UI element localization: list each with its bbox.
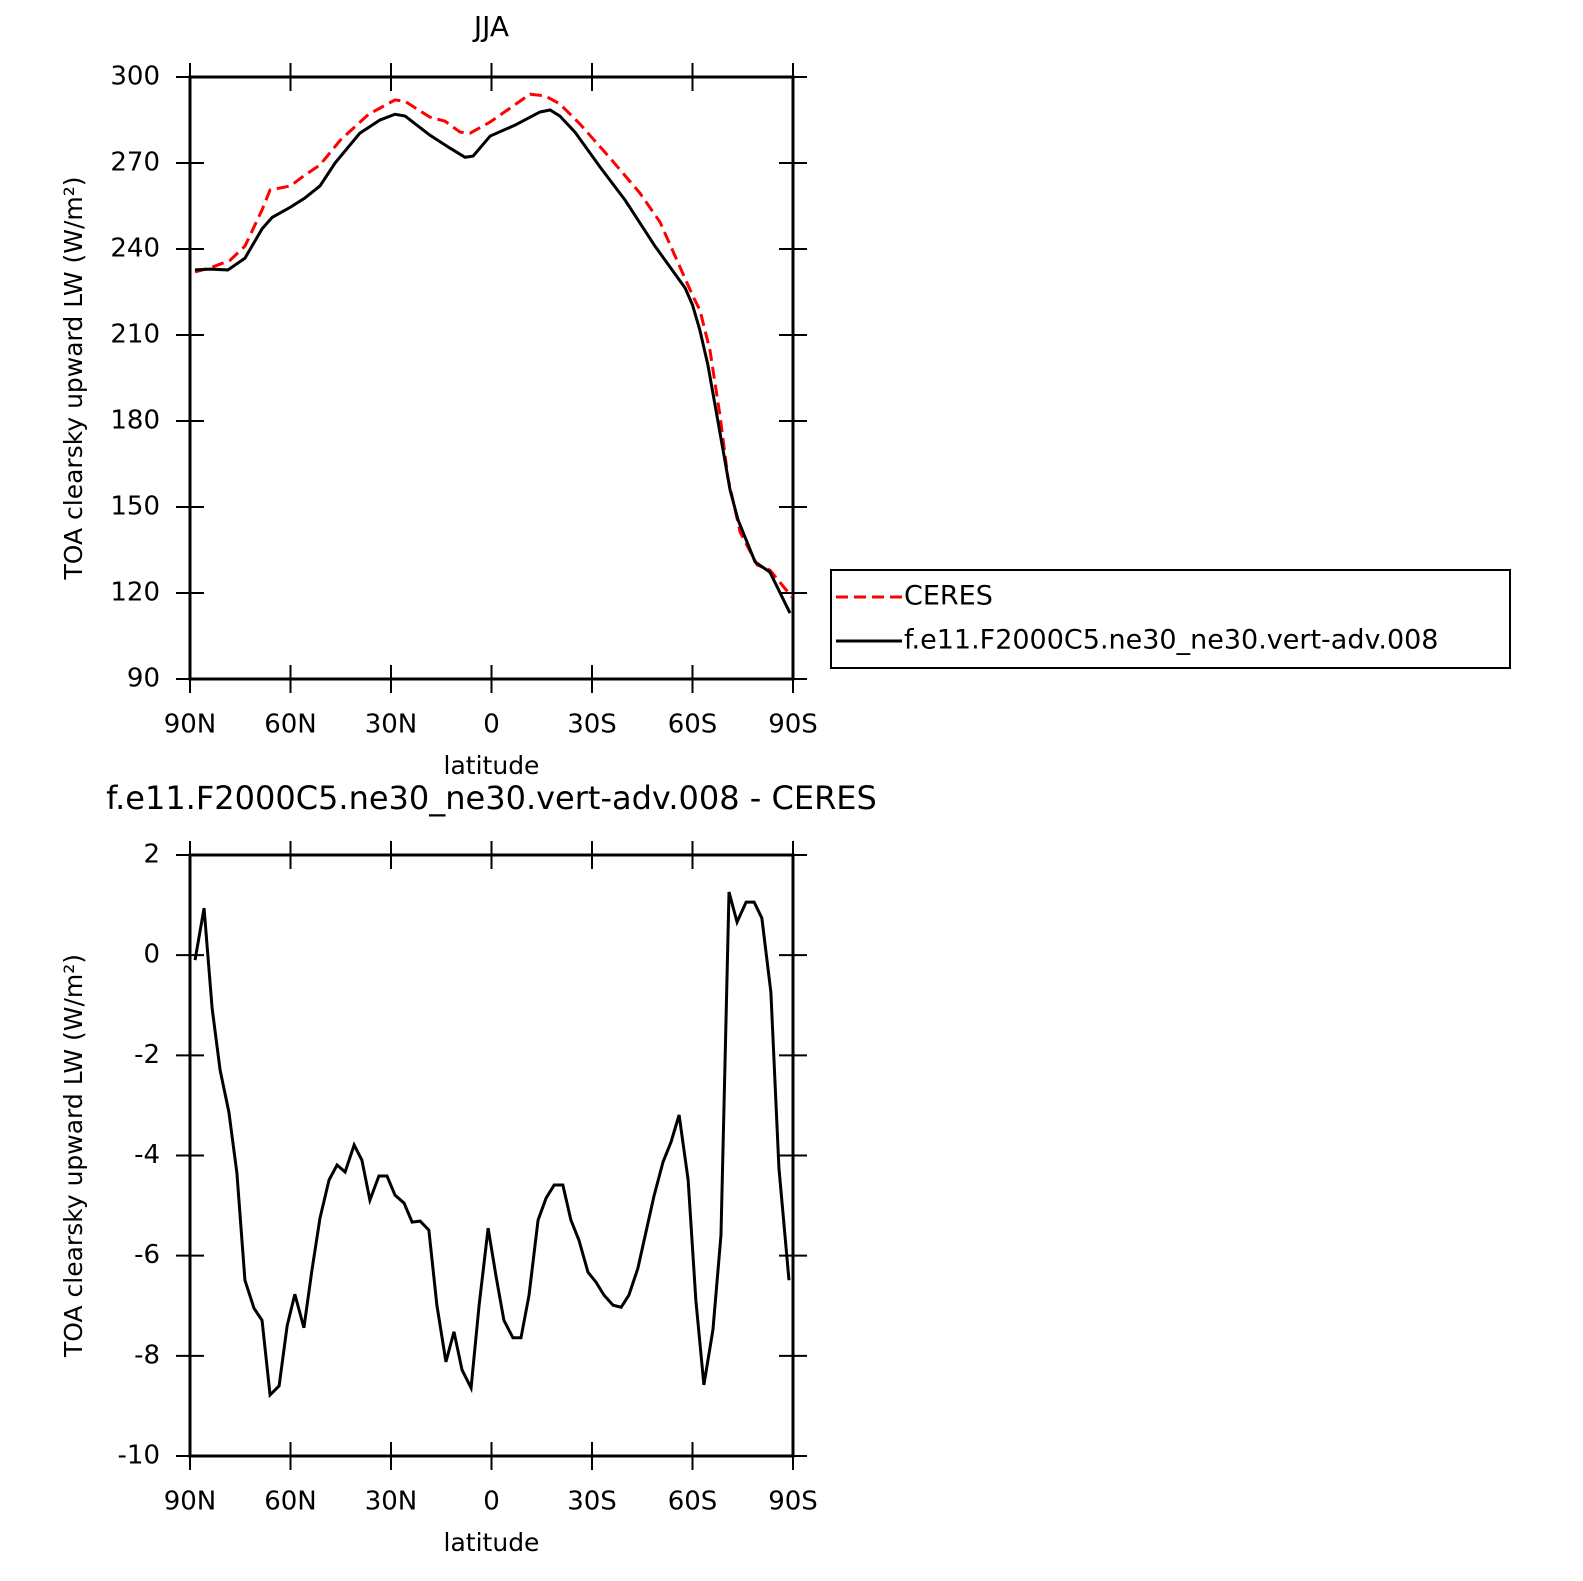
x-tick-label: 60N <box>264 1487 317 1517</box>
y-tick-label: 150 <box>110 492 160 522</box>
x-tick-label: 60N <box>264 710 317 740</box>
y-axis-label: TOA clearsky upward LW (W/m²) <box>59 954 88 1358</box>
x-tick-label: 60S <box>668 710 718 740</box>
legend-box <box>830 569 1511 669</box>
x-tick-label: 90N <box>164 710 217 740</box>
y-axis-label: TOA clearsky upward LW (W/m²) <box>59 176 88 580</box>
x-tick-label: 30S <box>567 1487 617 1517</box>
y-tick-label: 90 <box>127 664 160 694</box>
y-tick-label: 0 <box>143 940 160 970</box>
x-tick-label: 30S <box>567 710 617 740</box>
x-tick-label: 0 <box>483 710 500 740</box>
y-tick-label: -8 <box>134 1340 160 1370</box>
y-tick-label: -4 <box>134 1140 160 1170</box>
y-tick-label: 2 <box>143 840 160 870</box>
legend-label: f.e11.F2000C5.ne30_ne30.vert-adv.008 <box>904 625 1438 656</box>
y-tick-label: 240 <box>110 234 160 264</box>
x-axis-label: latitude <box>444 751 540 780</box>
y-tick-label: 120 <box>110 578 160 608</box>
y-tick-label: 270 <box>110 148 160 178</box>
x-tick-label: 30N <box>365 1487 418 1517</box>
y-tick-label: -2 <box>134 1040 160 1070</box>
data-line <box>194 108 792 614</box>
chart-title: JJA <box>472 10 509 43</box>
x-tick-label: 60S <box>668 1487 718 1517</box>
x-tick-label: 30N <box>365 710 418 740</box>
plot-frame <box>188 75 795 681</box>
data-line <box>193 891 791 1399</box>
y-tick-label: 210 <box>110 320 160 350</box>
x-axis-label: latitude <box>444 1528 540 1557</box>
chart-title: f.e11.F2000C5.ne30_ne30.vert-adv.008 - C… <box>106 779 877 817</box>
x-tick-label: 90S <box>768 710 818 740</box>
y-tick-label: -10 <box>118 1441 160 1471</box>
data-line <box>194 92 794 598</box>
y-tick-label: -6 <box>134 1240 160 1270</box>
y-tick-label: 180 <box>110 406 160 436</box>
legend-label: CERES <box>904 581 993 612</box>
x-tick-label: 90N <box>164 1487 217 1517</box>
x-tick-label: 0 <box>483 1487 500 1517</box>
y-tick-label: 300 <box>110 62 160 92</box>
x-tick-label: 90S <box>768 1487 818 1517</box>
